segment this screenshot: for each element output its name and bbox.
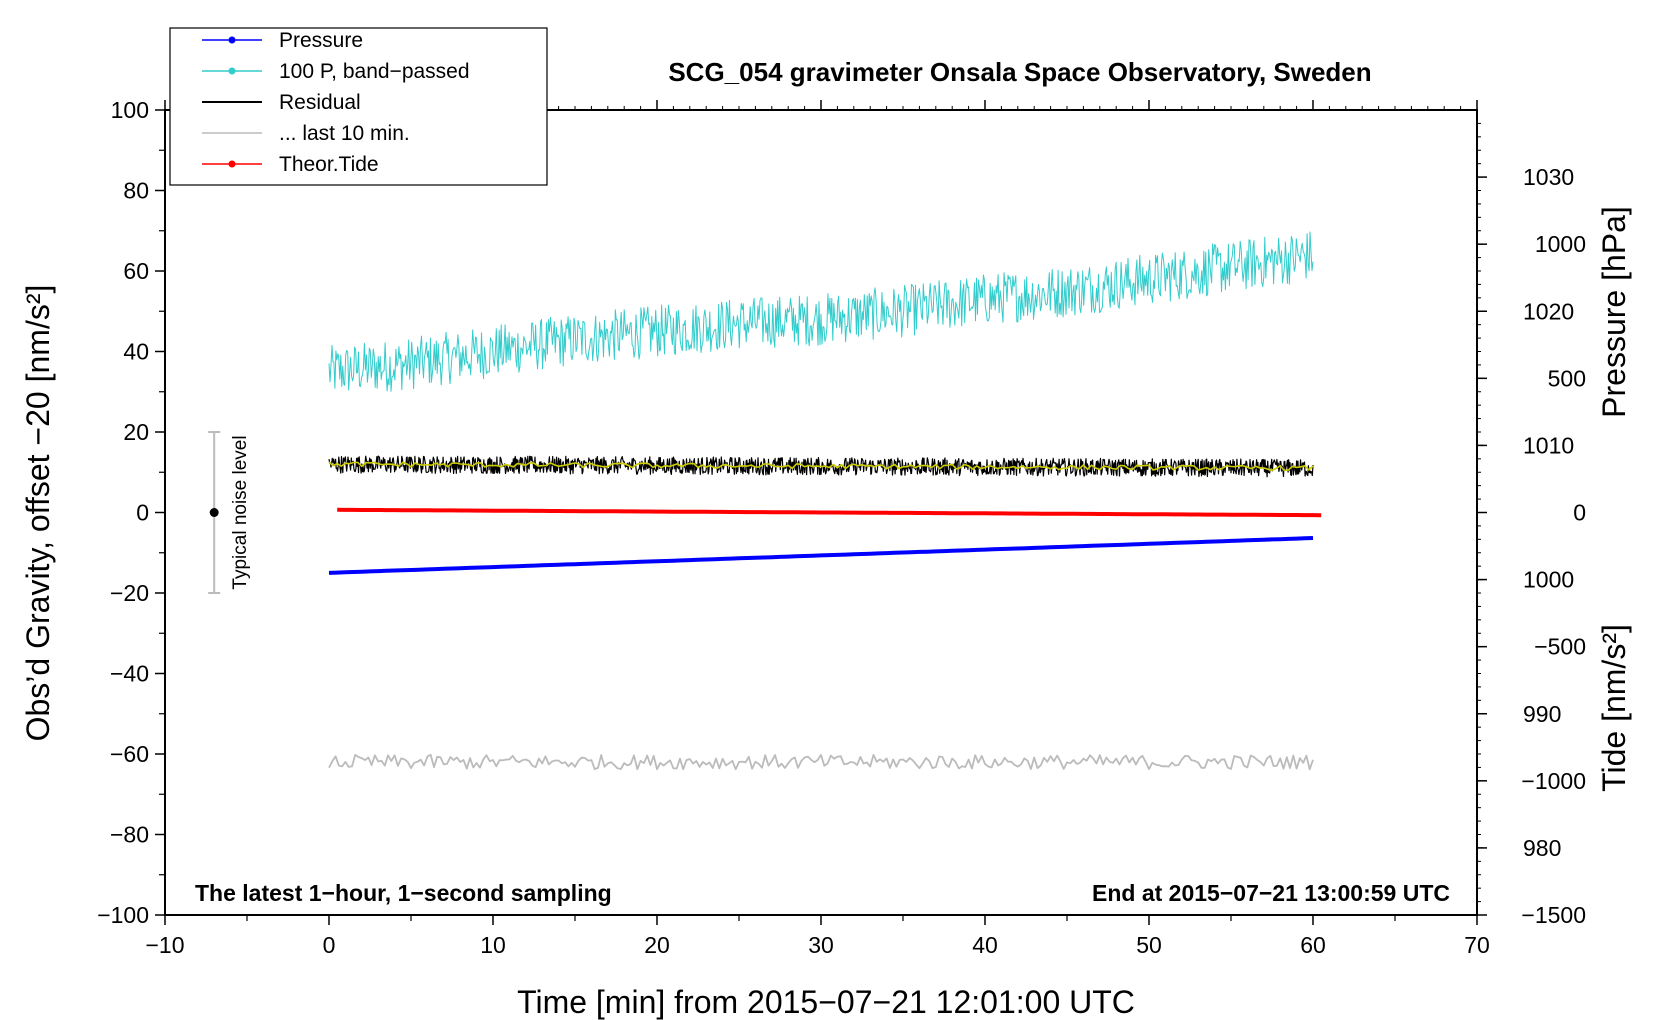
noise-bar: Typical noise level: [208, 431, 251, 594]
x-tick-label: 70: [1464, 932, 1490, 958]
pressure-tick-label: 1030: [1523, 164, 1574, 190]
series-line: [328, 455, 1314, 478]
annotation-right: End at 2015−07−21 13:00:59 UTC: [1092, 880, 1450, 906]
y-tick-label: −40: [110, 661, 149, 687]
legend-swatch-marker: [228, 160, 236, 168]
series-line: [328, 231, 1314, 392]
legend-swatch-marker: [228, 67, 236, 75]
y-tick-label: −80: [110, 822, 149, 848]
legend-swatch-marker: [228, 36, 236, 44]
x-tick-label: 20: [644, 932, 670, 958]
x-tick-label: 0: [323, 932, 336, 958]
x-tick-label: 50: [1136, 932, 1162, 958]
series-line: [328, 753, 1314, 771]
series-layer: [328, 231, 1322, 771]
pressure-tick-label: 980: [1523, 835, 1561, 861]
y-tick-label: 40: [123, 339, 149, 365]
noise-bar-label: Typical noise level: [230, 435, 251, 589]
x-tick-label: −10: [145, 932, 184, 958]
tick-labels: −10 0 10 20 30 40 50 60 70−100−80−60−40−20020406…: [97, 97, 1586, 958]
y-axis-title-left: Obs’d Gravity, offset −20 [nm/s²]: [20, 285, 56, 742]
legend-label: ... last 10 min.: [279, 122, 410, 145]
chart-title: SCG_054 gravimeter Onsala Space Observat…: [668, 57, 1371, 87]
series-line: [328, 536, 1314, 575]
y-tick-label: −60: [110, 741, 149, 767]
pressure-tick-label: 1020: [1523, 298, 1574, 324]
pressure-tick-label: 1000: [1523, 567, 1574, 593]
y-axis-title-tide: Tide [nm/s²]: [1596, 624, 1632, 792]
y-axis-title-pressure: Pressure [hPa]: [1596, 206, 1632, 418]
legend-label: 100 P, band−passed: [279, 60, 470, 83]
legend-label: Theor.Tide: [279, 153, 379, 176]
axis-ticks: [155, 100, 1487, 925]
y-tick-label: 0: [136, 500, 149, 526]
x-axis-title: Time [min] from 2015−07−21 12:01:00 UTC: [517, 984, 1135, 1020]
legend-label: Pressure: [279, 29, 363, 52]
y-tick-label: 20: [123, 419, 149, 445]
x-tick-label: 40: [972, 932, 998, 958]
x-tick-label: 10: [480, 932, 506, 958]
tide-tick-label: −500: [1534, 634, 1586, 660]
y-tick-label: 60: [123, 258, 149, 284]
tide-tick-label: −1500: [1521, 902, 1586, 928]
pressure-tick-label: 990: [1523, 701, 1561, 727]
x-tick-label: 60: [1300, 932, 1326, 958]
y-tick-label: 100: [111, 97, 149, 123]
y-tick-label: 80: [123, 178, 149, 204]
tide-tick-label: −1000: [1521, 768, 1586, 794]
y-tick-label: −100: [97, 902, 149, 928]
residual-smoothed-line: [328, 461, 1314, 472]
series-line: [337, 507, 1322, 518]
tide-tick-label: 500: [1548, 365, 1586, 391]
annotation-left: The latest 1−hour, 1−second sampling: [195, 880, 612, 906]
legend: Pressure 100 P, band−passed Residual ... la…: [169, 27, 548, 186]
tide-tick-label: 1000: [1535, 231, 1586, 257]
legend-label: Residual: [279, 91, 361, 114]
tide-tick-label: 0: [1573, 500, 1586, 526]
legend-box: [169, 27, 548, 186]
noise-bar-point: [209, 508, 219, 517]
pressure-tick-label: 1010: [1523, 432, 1574, 458]
x-tick-label: 30: [808, 932, 834, 958]
y-tick-label: −20: [110, 580, 149, 606]
